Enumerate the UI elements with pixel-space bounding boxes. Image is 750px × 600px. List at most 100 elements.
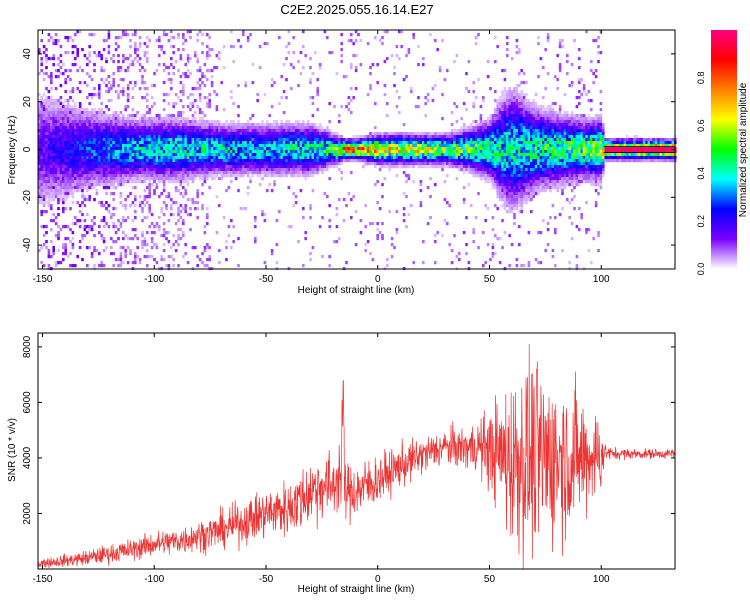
spectrogram-cell <box>165 204 168 208</box>
spectrogram-cell <box>105 153 108 157</box>
spectrogram-cell <box>184 132 187 136</box>
spectrogram-cell <box>275 144 279 148</box>
spectrogram-cell <box>74 144 77 148</box>
spectrogram-cell <box>81 201 84 205</box>
spectrogram-cell <box>218 204 221 208</box>
spectrogram-cell <box>64 249 67 253</box>
spectrogram-cell <box>59 171 63 175</box>
spectrogram-cell <box>141 96 144 100</box>
spectrogram-cell <box>386 165 389 169</box>
spectrogram-cell <box>203 63 207 67</box>
spectrogram-cell <box>225 168 228 172</box>
spectrogram-cell <box>234 132 238 136</box>
spectrogram-cell <box>328 138 331 142</box>
spectrogram-cell <box>71 231 75 235</box>
spectrogram-cell <box>297 165 300 169</box>
spectrogram-cell <box>93 138 96 142</box>
spectrogram-cell <box>402 123 406 127</box>
spectrogram-cell <box>467 60 471 64</box>
spectrogram-cell <box>472 147 475 151</box>
spectrogram-cell <box>482 156 485 160</box>
spectrogram-cell <box>150 123 154 127</box>
spectrogram-cell <box>479 114 483 118</box>
spectrogram-cell <box>160 168 163 172</box>
spectrogram-cell <box>38 189 41 193</box>
spectrogram-cell <box>38 147 41 151</box>
spectrogram-cell <box>374 135 377 139</box>
spectrogram-cell <box>462 129 466 133</box>
spectrogram-cell <box>275 153 279 157</box>
spectrogram-cell <box>258 126 262 130</box>
spectrogram-cell <box>366 156 370 160</box>
spectrogram-cell <box>124 255 127 259</box>
spectrogram-cell <box>42 153 46 157</box>
spectrogram-cell <box>45 225 48 229</box>
spectrogram-cell <box>50 147 53 151</box>
spectrogram-cell <box>251 168 255 172</box>
spectrogram-cell <box>232 150 235 154</box>
spectrogram-cell <box>316 132 319 136</box>
spectrogram-cell <box>146 168 149 172</box>
spectrogram-cell <box>364 159 367 163</box>
spectrogram-cell <box>340 162 343 166</box>
spectrogram-cell <box>38 105 41 109</box>
spectrogram-cell <box>494 186 497 190</box>
spectrogram-cell <box>268 138 271 142</box>
spectrogram-cell <box>88 138 91 142</box>
spectrogram-cell <box>165 174 168 178</box>
spectrogram-cell <box>66 192 70 196</box>
spectrogram-cell <box>316 141 319 145</box>
spectrogram-cell <box>119 144 123 148</box>
spectrogram-cell <box>239 45 243 49</box>
spectrogram-cell <box>52 54 55 58</box>
spectrogram-cell <box>102 225 106 229</box>
spectrogram-cell <box>318 144 322 148</box>
spectrogram-cell <box>254 153 257 157</box>
spectrogram-cell <box>306 150 310 154</box>
spectrogram-cell <box>201 261 204 265</box>
spectrogram-cell <box>254 135 257 139</box>
spectrogram-cell <box>107 204 111 208</box>
spectrogram-cell <box>54 117 58 121</box>
spectrogram-cell <box>102 174 106 178</box>
spectrogram-cell <box>474 156 478 160</box>
spectrogram-cell <box>431 156 435 160</box>
spectrogram-cell <box>388 210 391 214</box>
spectrogram-cell <box>174 132 178 136</box>
spectrogram-cell <box>170 87 173 91</box>
spectrogram-cell <box>45 138 48 142</box>
spectrogram-cell <box>410 87 413 91</box>
spectrogram-cell <box>170 147 173 151</box>
spectrogram-cell <box>131 186 135 190</box>
spectrogram-cell <box>239 147 243 151</box>
spectrogram-cell <box>309 129 312 133</box>
spectrogram-cell <box>227 138 231 142</box>
spectrogram-cell <box>436 144 439 148</box>
spectrogram-cell <box>323 147 327 151</box>
spectrogram-cell <box>50 102 53 106</box>
spectrogram-cell <box>107 141 111 145</box>
spectrogram-cell <box>417 141 420 145</box>
spectrogram-cell <box>371 162 375 166</box>
spectrogram-cell <box>326 156 329 160</box>
spectrogram-cell <box>78 189 82 193</box>
spectrogram-cell <box>386 153 389 157</box>
spectrogram-cell <box>436 159 439 163</box>
spectrogram-cell <box>254 165 257 169</box>
spectrogram-cell <box>54 105 58 109</box>
spectrogram-cell <box>462 231 466 235</box>
spectrogram-cell <box>172 153 175 157</box>
spectrogram-cell <box>191 162 195 166</box>
spectrogram-cell <box>280 150 283 154</box>
spectrogram-cell <box>311 132 315 136</box>
spectrogram-cell <box>237 135 240 139</box>
spectrogram-cell <box>59 150 63 154</box>
spectrogram-cell <box>64 183 67 187</box>
spectrogram-cell <box>309 123 312 127</box>
spectrogram-cell <box>434 135 437 139</box>
spectrogram-cell <box>206 129 209 133</box>
spectrogram-cell <box>141 75 144 79</box>
spectrogram-cell <box>273 132 276 136</box>
spectrogram-cell <box>45 231 48 235</box>
spectrogram-cell <box>45 96 48 100</box>
